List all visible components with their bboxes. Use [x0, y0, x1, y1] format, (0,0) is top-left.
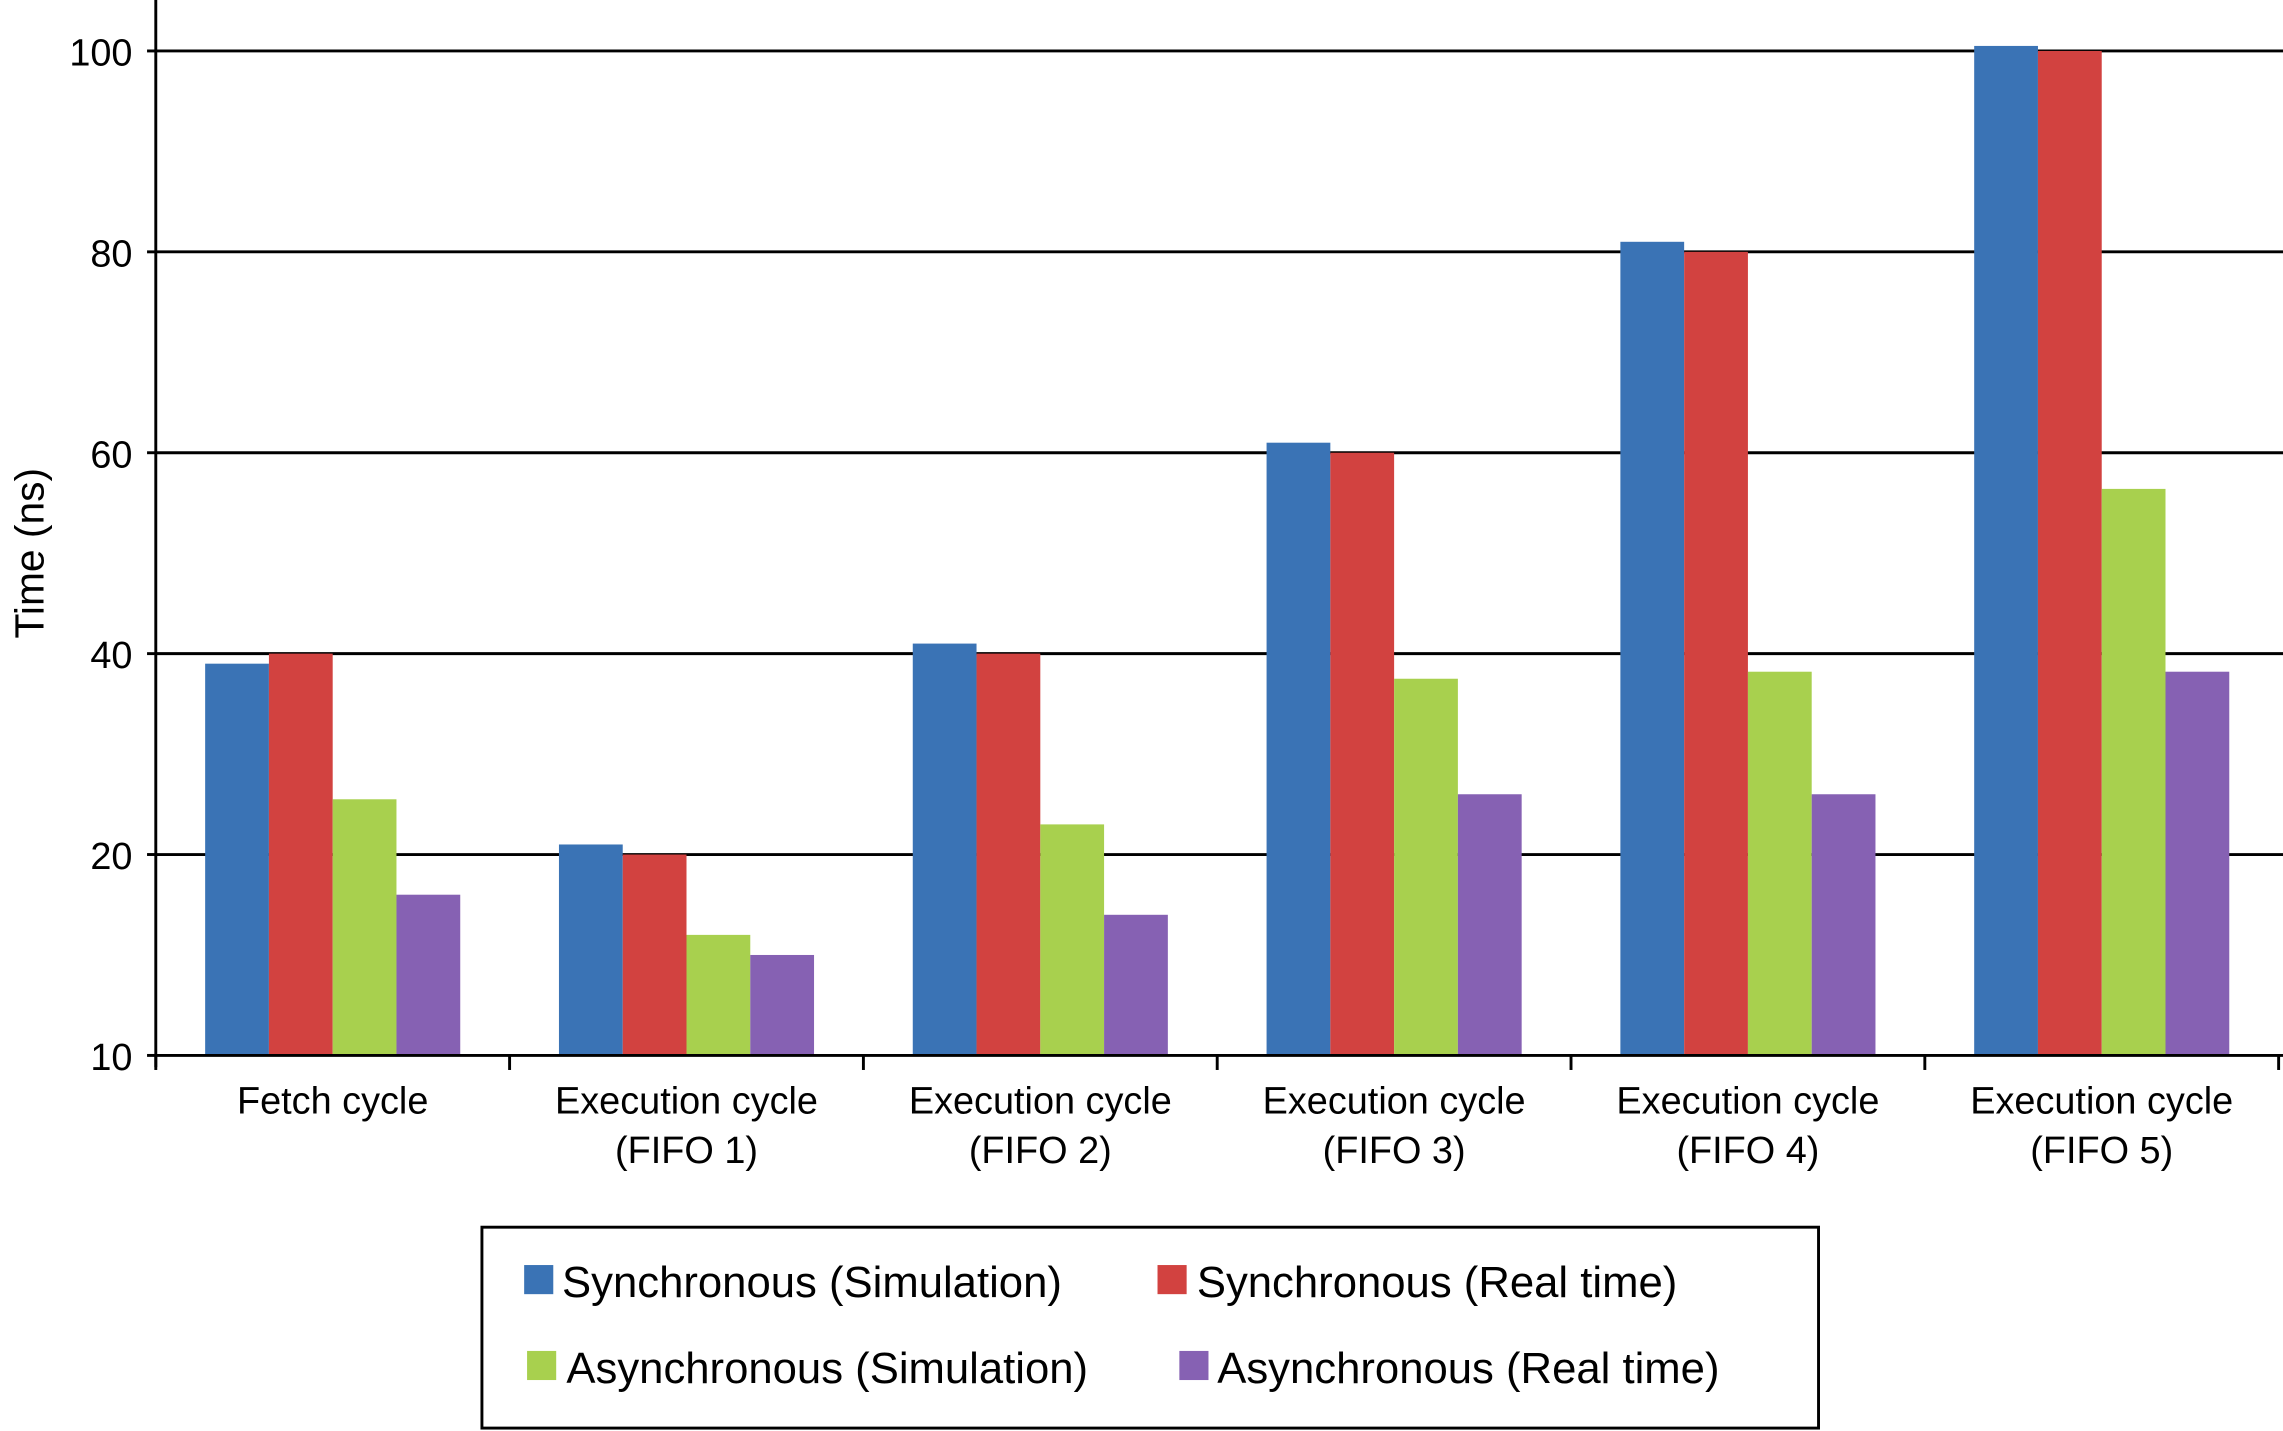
legend-label: Synchronous (Simulation) [562, 1258, 1062, 1307]
legend: Synchronous (Simulation) Synchronous (Rea… [480, 1225, 1820, 1430]
y-tick-label: 100 [69, 33, 132, 75]
bar [686, 934, 751, 1056]
legend-swatch [527, 1350, 557, 1381]
bar [2165, 671, 2230, 1056]
bar [750, 954, 815, 1056]
x-tick-label: Execution cycle [1970, 1081, 2233, 1123]
bar [1684, 251, 1748, 1056]
bar [1266, 442, 1331, 1056]
bar [976, 653, 1041, 1056]
x-tick-label: (FIFO 3) [1323, 1130, 1466, 1172]
y-tick-label: 10 [90, 1037, 132, 1079]
bar [912, 643, 977, 1056]
x-tick-label: (FIFO 1) [615, 1130, 758, 1172]
gridlines [147, 49, 2283, 1057]
x-tick-label: Execution cycle [1616, 1081, 1879, 1123]
legend-label: Asynchronous (Real time) [1217, 1344, 1719, 1393]
y-tick-label: 20 [90, 836, 132, 878]
x-tick-labels: Fetch cycle Execution cycle (FIFO 1) Execut… [237, 1081, 2233, 1172]
axes [154, 0, 2283, 1070]
bar [205, 663, 269, 1056]
bar [1330, 452, 1395, 1056]
x-tick-label: (FIFO 5) [2030, 1130, 2173, 1172]
y-tick-label: 80 [90, 233, 132, 275]
legend-swatch [1179, 1350, 1209, 1381]
y-tick-label: 40 [90, 635, 132, 677]
bar [1620, 241, 1685, 1056]
bar [1811, 794, 1876, 1056]
bar [2037, 50, 2102, 1056]
bar [1457, 794, 1522, 1056]
bar [1104, 914, 1168, 1056]
legend-box [480, 1225, 1820, 1430]
legend-label: Synchronous (Real time) [1197, 1258, 1677, 1307]
x-tick-label: (FIFO 2) [969, 1130, 1112, 1172]
y-tick-labels: 10 20 40 60 80 100 [69, 33, 132, 1079]
x-tick-label: Fetch cycle [237, 1081, 428, 1123]
bar [396, 894, 461, 1056]
y-axis-label: Time (ns) [7, 468, 53, 639]
bar [1394, 678, 1458, 1056]
bar [332, 799, 397, 1056]
legend-swatch [1157, 1265, 1187, 1295]
bar [268, 653, 333, 1056]
bar [558, 844, 623, 1056]
legend-label: Asynchronous (Simulation) [566, 1344, 1088, 1393]
x-tick-label: Execution cycle [909, 1081, 1172, 1123]
y-tick-label: 60 [90, 434, 132, 476]
x-tick-label: (FIFO 4) [1676, 1130, 1819, 1172]
legend-swatch [524, 1265, 554, 1295]
bar [1974, 45, 2038, 1056]
bar [1747, 671, 1812, 1056]
bar [622, 854, 687, 1056]
bar [1040, 824, 1105, 1056]
bar [2101, 488, 2166, 1056]
bars [205, 45, 2230, 1056]
x-tick-label: Execution cycle [555, 1081, 818, 1123]
x-tick-label: Execution cycle [1263, 1081, 1526, 1123]
